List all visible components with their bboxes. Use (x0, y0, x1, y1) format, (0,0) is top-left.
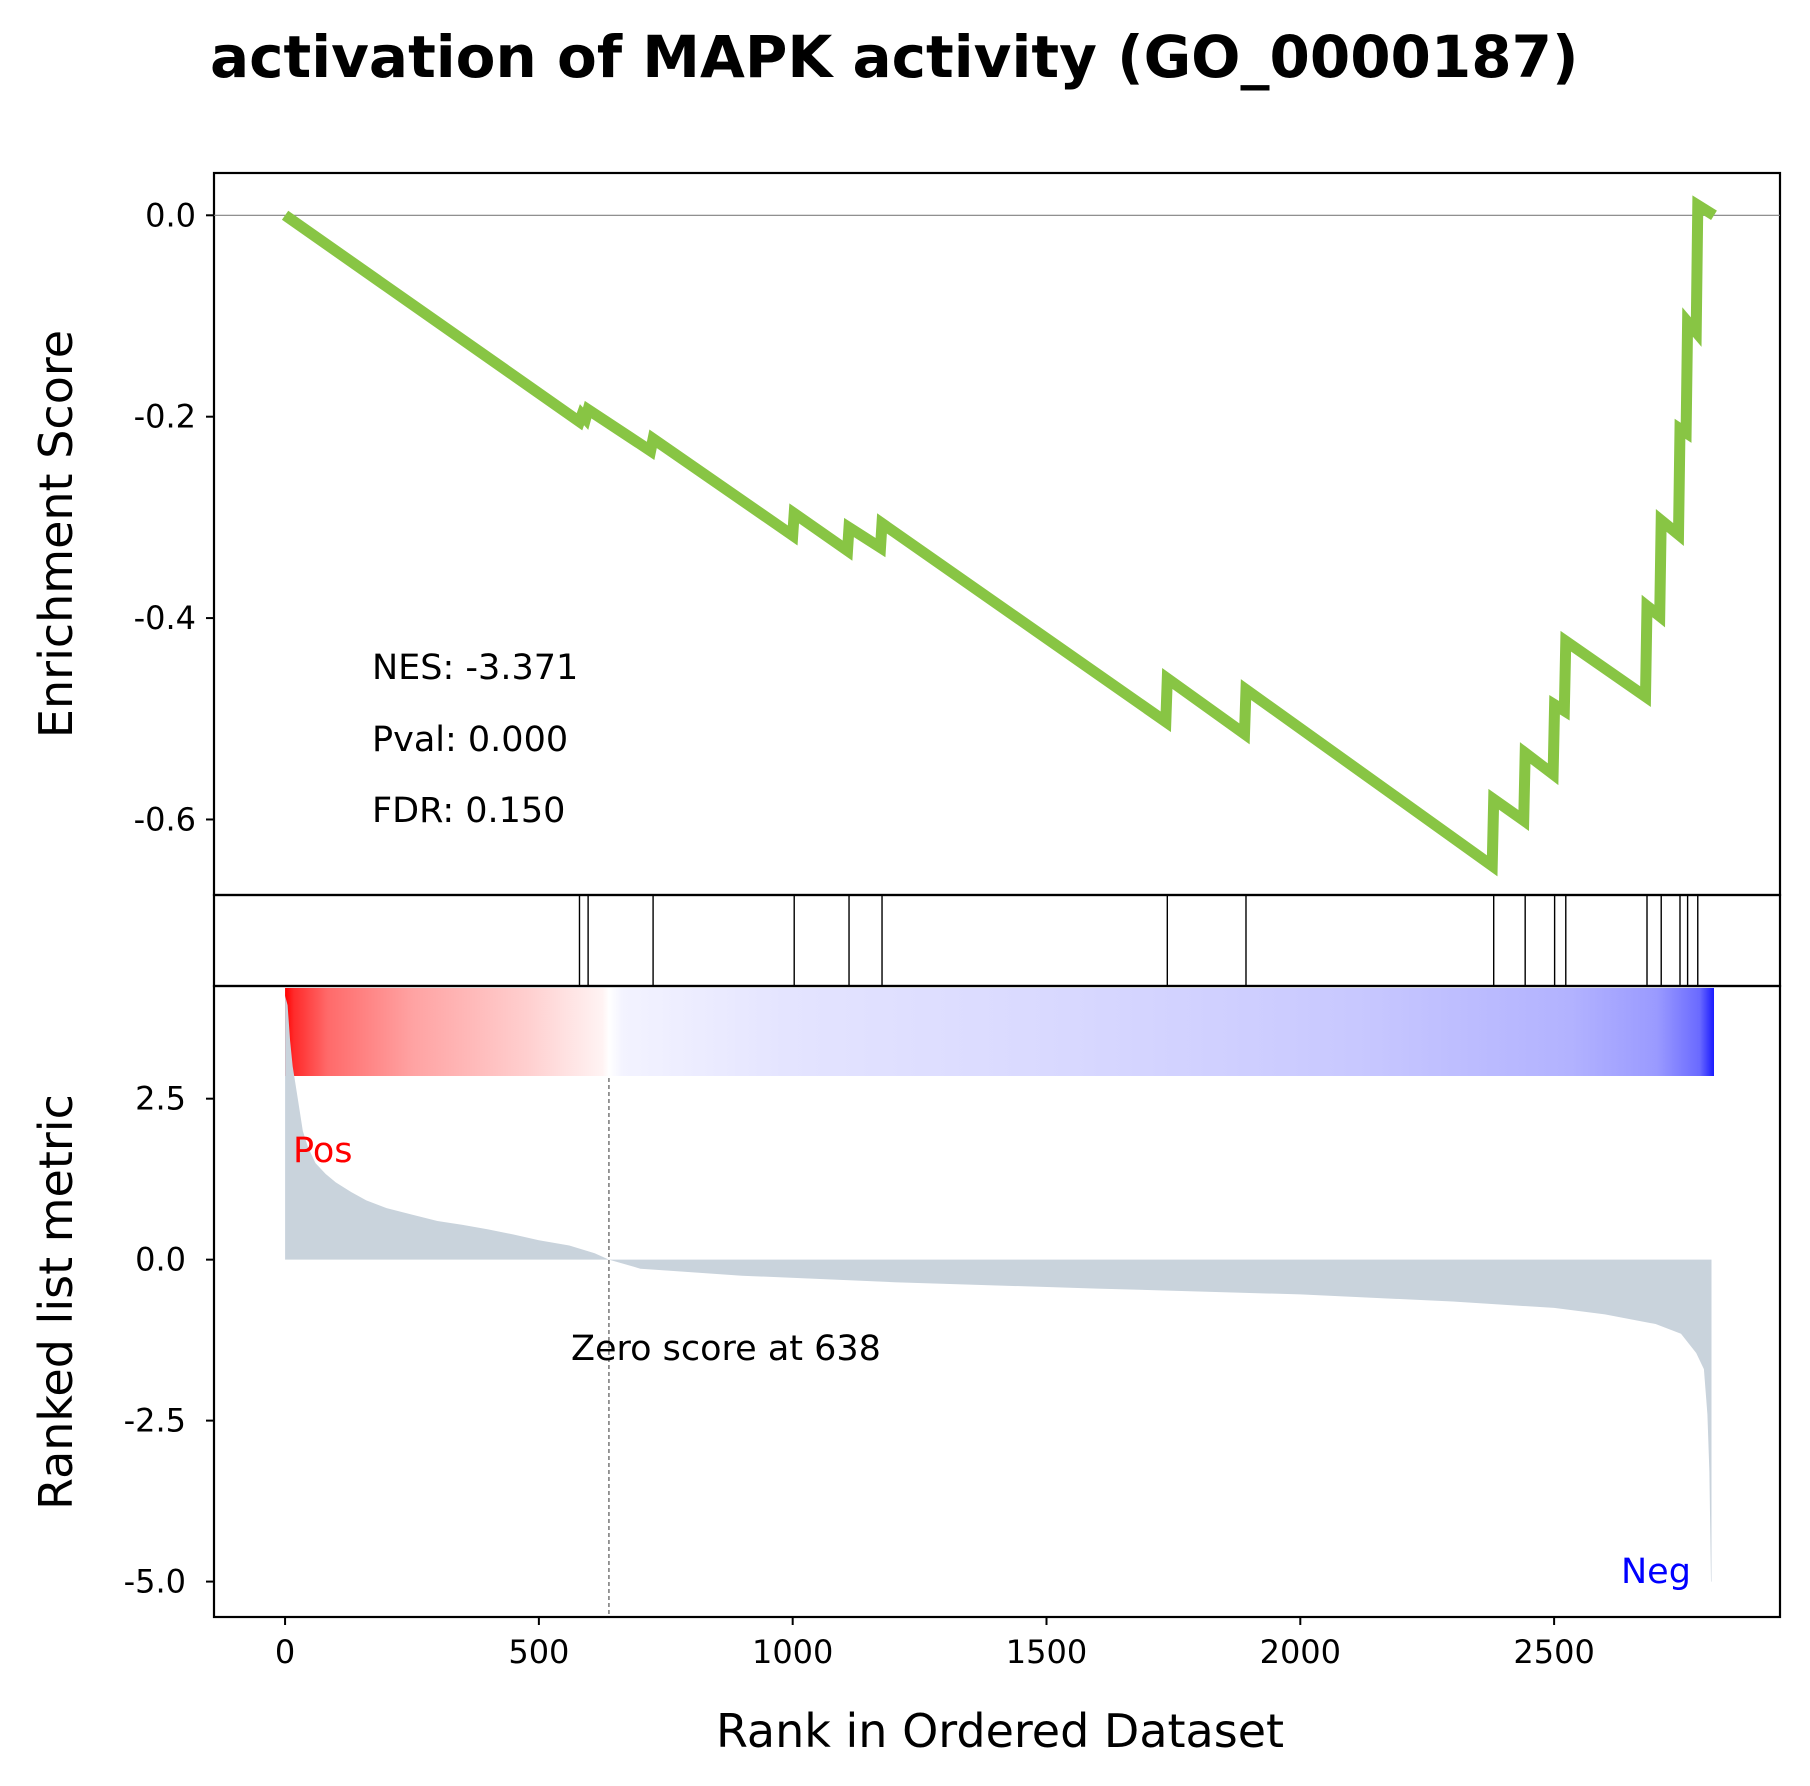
enrichment-y-axis-label: Enrichment Score (29, 330, 83, 738)
hits-panel (212, 893, 1782, 988)
pval-label: Pval: 0.000 (372, 720, 568, 760)
x-tick-label: 500 (508, 1633, 569, 1671)
enrichment-y-tick-label: -0.6 (134, 800, 196, 838)
x-axis-label: Rank in Ordered Dataset (716, 1704, 1284, 1758)
enrichment-frame (212, 171, 1782, 897)
gene-hit-lines (578, 895, 1699, 986)
metric-y-tick-label: 0.0 (135, 1241, 186, 1279)
metric-y-tick-label: -2.5 (124, 1402, 186, 1440)
metric-panel: Zero score at 638 Pos Neg 2.5 0.0 -2.5 -5.0… (29, 984, 1782, 1619)
metric-frame (212, 984, 1782, 1619)
enrichment-panel: 0.0-0.2-0.4-0.6 NES: -3.371 Pval: 0.000 … (29, 171, 1782, 897)
fdr-label: FDR: 0.150 (372, 791, 565, 831)
x-tick-label: 1000 (752, 1633, 833, 1671)
x-tick-label: 0 (275, 1633, 295, 1671)
enrichment-y-tick-label: 0.0 (145, 196, 196, 234)
ranked-metric-area (285, 995, 1712, 1582)
x-tick-label: 1500 (1006, 1633, 1087, 1671)
figure-title: activation of MAPK activity (GO_0000187) (210, 23, 1579, 91)
x-ticks: 0 500 1000 1500 2000 2500 (275, 1617, 1595, 1671)
enrichment-y-tick-label: -0.2 (134, 398, 196, 436)
hits-frame (212, 893, 1782, 988)
x-tick-label: 2000 (1260, 1633, 1341, 1671)
enrichment-score-line (281, 195, 1717, 877)
pos-label: Pos (293, 1131, 353, 1171)
metric-y-ticks: 2.5 0.0 -2.5 -5.0 (124, 1080, 214, 1601)
neg-label: Neg (1621, 1552, 1691, 1592)
rank-color-gradient (285, 988, 1715, 1076)
metric-y-tick-label: 2.5 (135, 1080, 186, 1118)
enrichment-y-ticks: 0.0 -0.2 -0.4 -0.6 (134, 196, 214, 838)
rank-color-bar (285, 988, 1715, 1076)
enrichment-y-tick-label: -0.4 (134, 599, 196, 637)
nes-label: NES: -3.371 (372, 648, 578, 688)
zero-score-label: Zero score at 638 (571, 1329, 881, 1369)
metric-y-tick-label: -5.0 (124, 1563, 186, 1601)
metric-y-axis-label: Ranked list metric (29, 1094, 83, 1510)
x-tick-label: 2500 (1513, 1633, 1594, 1671)
